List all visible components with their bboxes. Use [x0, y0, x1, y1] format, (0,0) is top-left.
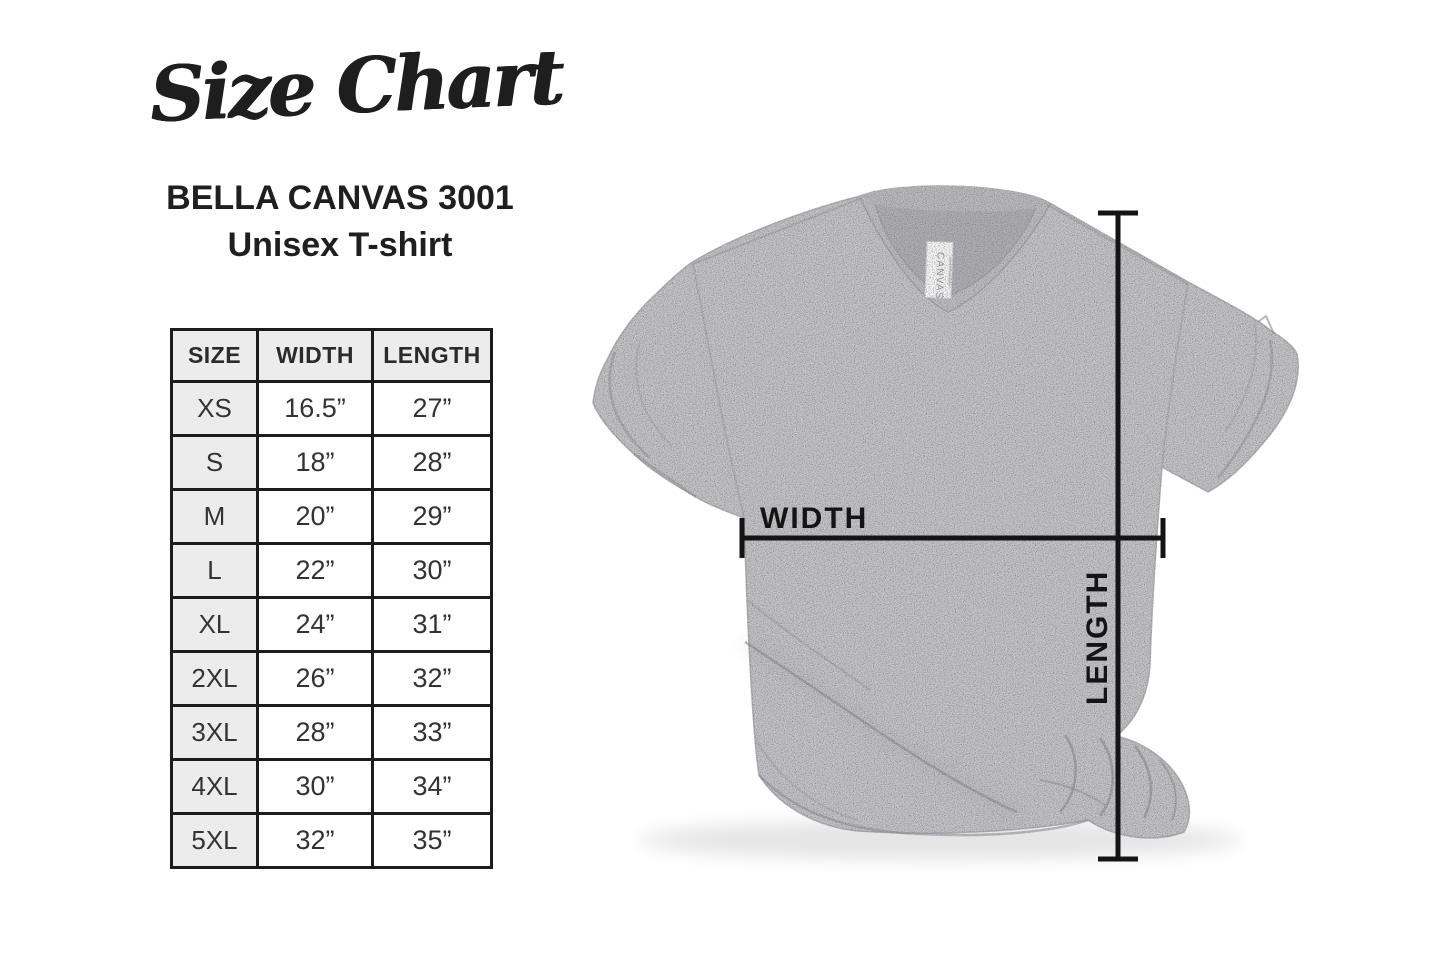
collar-back-band	[860, 185, 1048, 212]
table-row: M 20” 29”	[170, 488, 493, 545]
length-label: LENGTH	[1081, 570, 1114, 705]
knot-fold-3	[1134, 745, 1153, 819]
product-type: Unisex T-shirt	[227, 226, 453, 265]
table-row: XS 16.5” 27”	[170, 380, 493, 437]
column-header-length: LENGTH	[371, 328, 493, 383]
collar-front-band	[860, 198, 1050, 312]
crease-upper	[746, 599, 871, 691]
shirt-silhouette	[592, 185, 1299, 839]
size-table: SIZE WIDTH LENGTH XS 16.5” 27” S 18” 28” M 20” 2…	[170, 328, 493, 869]
size-cell: 3XL	[170, 704, 259, 761]
size-cell: S	[170, 434, 259, 491]
cuff-edge-left	[633, 452, 697, 499]
hem-fold	[755, 739, 859, 821]
hem-edge	[758, 774, 1089, 837]
knot-fold-2	[1098, 737, 1114, 817]
neck-tag-label: CANVAS	[933, 252, 946, 300]
width-cell: 18”	[256, 434, 374, 491]
size-cell: M	[170, 488, 259, 545]
table-row: XL 24” 31”	[170, 596, 493, 653]
size-cell: 4XL	[170, 758, 259, 815]
shirt-diagram: CANVAS	[560, 140, 1360, 930]
width-cell: 28”	[256, 704, 374, 761]
shirt-shadow	[640, 820, 1240, 860]
crease-main	[744, 640, 1018, 814]
size-cell: L	[170, 542, 259, 599]
width-cell: 16.5”	[256, 380, 374, 437]
knot-gather	[1039, 779, 1106, 806]
armhole-seam-right	[1161, 283, 1189, 468]
length-cell: 32”	[371, 650, 493, 707]
length-cell: 35”	[371, 812, 493, 869]
length-cell: 27”	[371, 380, 493, 437]
width-cell: 30”	[256, 758, 374, 815]
collar-outer-seam	[859, 197, 1051, 313]
shirt-graphic: CANVAS	[592, 185, 1299, 862]
width-cell: 22”	[256, 542, 374, 599]
size-cell: 5XL	[170, 812, 259, 869]
table-row: L 22” 30”	[170, 542, 493, 599]
length-cell: 34”	[371, 758, 493, 815]
cuff-seam-right	[1217, 339, 1274, 479]
measurement-overlay	[739, 210, 1166, 862]
title-block: Size Chart BELLA CANVAS 3001 Unisex T-sh…	[148, 32, 563, 265]
page-title: Size Chart	[148, 32, 564, 140]
shirt-body-group: CANVAS	[592, 185, 1299, 839]
width-cell: 24”	[256, 596, 374, 653]
width-label: WIDTH	[760, 502, 868, 535]
length-cell: 31”	[371, 596, 493, 653]
length-cell: 30”	[371, 542, 493, 599]
knot-fold-4	[1159, 759, 1177, 821]
width-cell: 32”	[256, 812, 374, 869]
width-cell: 20”	[256, 488, 374, 545]
width-cell: 26”	[256, 650, 374, 707]
knot-fold-1	[1059, 734, 1077, 813]
length-cell: 29”	[371, 488, 493, 545]
length-cell: 33”	[371, 704, 493, 761]
size-cell: XL	[170, 596, 259, 653]
table-row: S 18” 28”	[170, 434, 493, 491]
table-header-row: SIZE WIDTH LENGTH	[170, 328, 493, 383]
size-table-body: XS 16.5” 27” S 18” 28” M 20” 29” L 22” 30” XL 24” 31” 2…	[170, 380, 493, 869]
shoulder-seam-left	[692, 197, 863, 265]
armhole-seam-left	[692, 263, 745, 517]
cuff-seam-left	[608, 351, 651, 459]
table-row: 4XL 30” 34”	[170, 758, 493, 815]
neck-tag-subline	[948, 256, 952, 287]
neck-tag: CANVAS	[924, 241, 954, 300]
table-row: 2XL 26” 32”	[170, 650, 493, 707]
length-cell: 28”	[371, 434, 493, 491]
cuff-fold-right	[1224, 319, 1258, 433]
size-cell: 2XL	[170, 650, 259, 707]
column-header-size: SIZE	[170, 328, 259, 383]
cuff-fold-left	[635, 339, 673, 447]
size-cell: XS	[170, 380, 259, 437]
column-header-width: WIDTH	[256, 328, 374, 383]
table-row: 3XL 28” 33”	[170, 704, 493, 761]
table-row: 5XL 32” 35”	[170, 812, 493, 869]
product-name: BELLA CANVAS 3001	[166, 179, 514, 218]
cuff-notch-right	[1257, 314, 1275, 335]
